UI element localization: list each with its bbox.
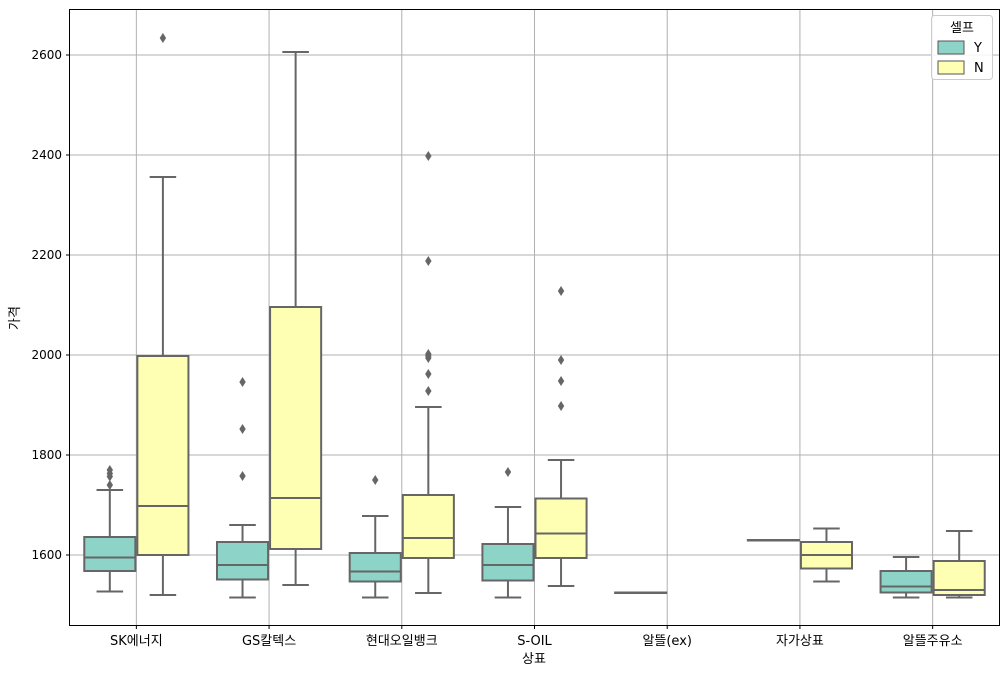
outlier-point [425, 349, 432, 359]
x-tick-label: SK에너지 [110, 634, 163, 649]
box-y-5 [746, 539, 800, 542]
legend-title: 셀프 [950, 21, 974, 36]
x-axis-label: 상표 [522, 652, 546, 667]
box-body [348, 552, 402, 583]
box-n-0 [136, 33, 190, 596]
box-body [269, 306, 323, 550]
box-n-3 [534, 286, 588, 587]
box-group [83, 33, 986, 599]
y-tick-label: 1800 [31, 448, 62, 462]
outlier-point [557, 286, 565, 296]
box-y-4 [614, 591, 668, 594]
box-n-1 [269, 51, 323, 586]
box-n-2 [401, 151, 455, 594]
y-tick-label: 2600 [31, 48, 62, 62]
box-body [481, 543, 535, 582]
y-axis-label: 가격 [8, 306, 23, 330]
y-tick-label: 1600 [31, 548, 62, 562]
x-tick-label: 알뜰(ex) [642, 634, 692, 649]
outlier-point [425, 369, 432, 379]
legend-label-n: N [974, 61, 984, 76]
box-body [215, 541, 270, 581]
legend-swatch-y [937, 40, 965, 55]
y-axis-ticks: 1600 1800 2000 2200 2400 2600 [31, 48, 70, 562]
box-body [136, 355, 190, 556]
outlier-point [106, 465, 114, 475]
legend-label-y: Y [973, 41, 982, 56]
box-n-6 [932, 530, 986, 599]
outlier-point [425, 386, 432, 396]
box-y-3 [481, 467, 535, 599]
box-body [401, 494, 455, 559]
x-axis-ticks: SK에너지 GS칼텍스 현대오일뱅크 S-OIL 알뜰(ex) 자가상표 알뜰주유소 [110, 625, 963, 649]
box-body [83, 536, 137, 572]
x-tick-label: S-OIL [517, 634, 552, 649]
box-y-6 [879, 556, 933, 599]
x-tick-label: 자가상표 [776, 634, 824, 649]
x-tick-label: 알뜰주유소 [903, 634, 963, 649]
outlier-point [159, 33, 167, 43]
outlier-point [557, 355, 565, 365]
outlier-point [372, 475, 379, 485]
box-body [879, 570, 933, 594]
outlier-point [557, 376, 565, 386]
box-body [534, 497, 588, 559]
box-y-2 [348, 475, 402, 599]
box-y-1 [215, 377, 270, 599]
y-tick-label: 2000 [31, 348, 62, 362]
outlier-point [504, 467, 512, 477]
outlier-point [425, 151, 432, 161]
outlier-point [106, 480, 114, 490]
outlier-point [557, 401, 565, 411]
x-tick-label: 현대오일뱅크 [366, 634, 438, 649]
grid-lines [70, 10, 999, 625]
y-tick-label: 2400 [31, 148, 62, 162]
outlier-point [239, 424, 246, 434]
box-n-5 [799, 527, 854, 583]
outlier-point [239, 471, 246, 481]
legend: 셀프 Y N [931, 15, 993, 80]
box-y-0 [83, 465, 137, 593]
x-tick-label: GS칼텍스 [242, 634, 296, 649]
outlier-point [239, 377, 246, 387]
y-tick-label: 2200 [31, 248, 62, 262]
outlier-point [425, 256, 432, 266]
legend-swatch-n [937, 60, 965, 75]
